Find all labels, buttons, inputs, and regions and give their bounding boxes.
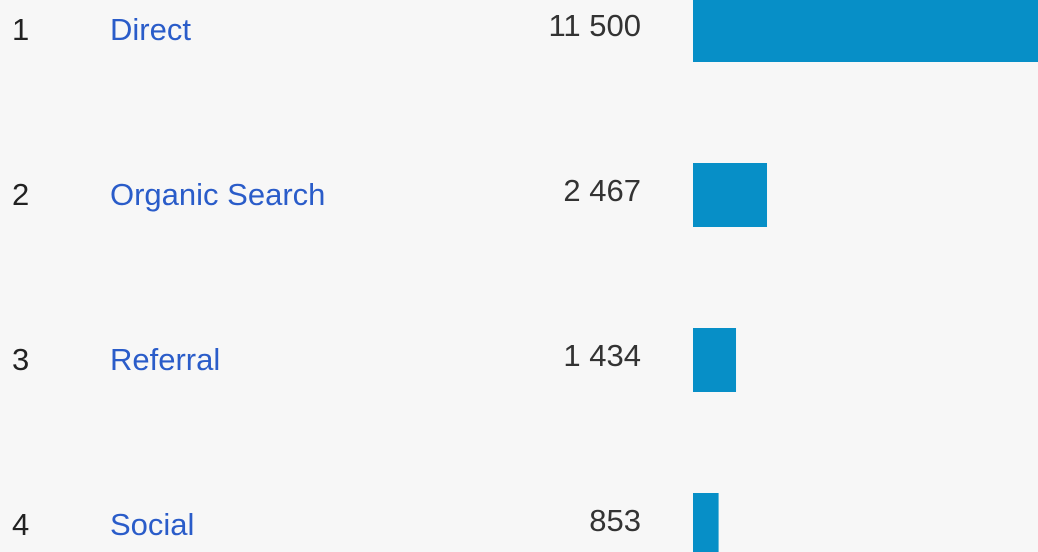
- sessions-bar: [693, 328, 737, 392]
- channel-link[interactable]: Direct: [110, 12, 191, 47]
- rank: 4: [12, 507, 29, 542]
- channel-link[interactable]: Organic Search: [110, 177, 325, 212]
- sessions-value: 853: [589, 503, 641, 538]
- rank: 3: [12, 342, 29, 377]
- rank: 2: [12, 177, 29, 212]
- sessions-value: 2 467: [563, 173, 641, 208]
- sessions-value: 11 500: [548, 8, 641, 43]
- rank: 1: [12, 12, 29, 47]
- sessions-bar: [693, 163, 768, 227]
- sessions-bar: [693, 0, 1038, 62]
- channel-link[interactable]: Referral: [110, 342, 220, 377]
- channel-link[interactable]: Social: [110, 507, 194, 542]
- sessions-value: 1 434: [563, 338, 641, 373]
- sessions-bar: [693, 493, 719, 552]
